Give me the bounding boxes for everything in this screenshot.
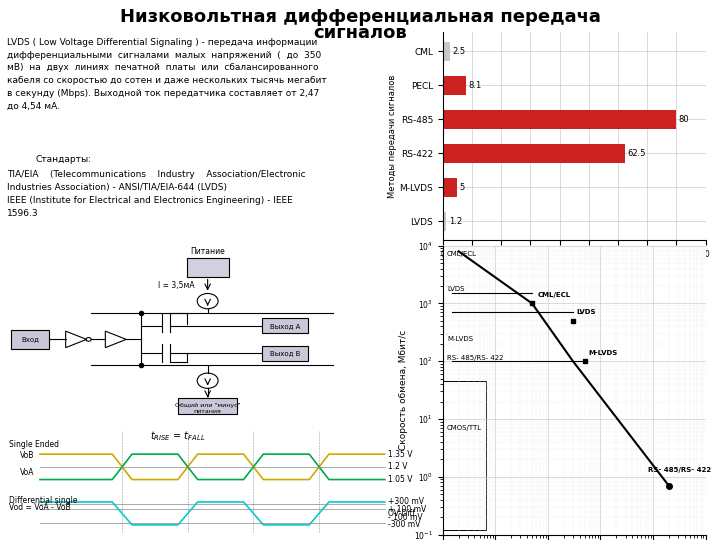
Text: 1.05 V: 1.05 V [388, 475, 413, 484]
Text: RS- 485/RS- 422: RS- 485/RS- 422 [447, 355, 503, 361]
Text: Вход: Вход [21, 336, 39, 342]
Text: Стандарты:: Стандарты: [36, 155, 92, 164]
Bar [443, 42, 450, 60]
Bar [262, 346, 308, 361]
Text: LVDS ( Low Voltage Differential Signaling ) - передача информации
дифференциальн: LVDS ( Low Voltage Differential Signalin… [7, 38, 327, 111]
Text: I = 3,5мА: I = 3,5мА [158, 281, 194, 290]
Bar [443, 76, 467, 94]
Text: TIA/EIA    (Telecommunications    Industry    Association/Electronic
Industries : TIA/EIA (Telecommunications Industry Ass… [7, 170, 306, 218]
Text: VoB: VoB [20, 451, 35, 460]
Bar [179, 397, 237, 414]
Text: Питание: Питание [190, 247, 225, 256]
Text: 1.2: 1.2 [449, 217, 462, 226]
Text: OV Diff.: OV Diff. [388, 509, 417, 518]
Text: 1.35 V: 1.35 V [388, 450, 413, 458]
Text: 2.5: 2.5 [452, 47, 466, 56]
Text: LVDS: LVDS [447, 286, 464, 292]
Bar [443, 178, 457, 197]
Bar [262, 318, 308, 333]
Text: 1.2 V: 1.2 V [388, 462, 408, 471]
Text: M-LVDS: M-LVDS [589, 350, 618, 356]
Y-axis label: Методы передачи сигналов: Методы передачи сигналов [387, 75, 397, 198]
Text: CML/ECL: CML/ECL [447, 251, 477, 257]
Bar [443, 381, 485, 530]
Text: CML/ECL: CML/ECL [538, 292, 571, 298]
Text: 62.5: 62.5 [628, 149, 646, 158]
Text: Single Ended: Single Ended [9, 440, 59, 449]
Bar [186, 258, 228, 276]
Text: VoA: VoA [20, 468, 35, 477]
Text: M-LVDS: M-LVDS [447, 336, 473, 342]
Text: Общий или "минус": Общий или "минус" [175, 403, 240, 408]
Text: - 100 mV: - 100 mV [388, 513, 423, 522]
Bar [443, 110, 676, 129]
Text: +300 mV: +300 mV [388, 497, 424, 507]
Text: 8.1: 8.1 [469, 81, 482, 90]
Text: Vod = VoA - VoB: Vod = VoA - VoB [9, 503, 71, 512]
Y-axis label: Скорость обмена, Мбит/с: Скорость обмена, Мбит/с [400, 330, 408, 450]
Text: Differential single: Differential single [9, 496, 77, 505]
Bar [443, 144, 625, 163]
Text: сигналов: сигналов [313, 24, 407, 42]
Text: 80: 80 [679, 115, 689, 124]
Text: Выход А: Выход А [270, 322, 300, 329]
Text: CMOS/TTL: CMOS/TTL [447, 424, 482, 430]
Text: Низковольтная дифференциальная передача: Низковольтная дифференциальная передача [120, 8, 600, 26]
Text: 5: 5 [460, 183, 465, 192]
Text: $t_{RISE}$ = $t_{FALL}$: $t_{RISE}$ = $t_{FALL}$ [150, 429, 206, 442]
Bar [12, 330, 49, 349]
Text: питания: питания [194, 409, 222, 414]
X-axis label: Потребляемая мощность, мВт: Потребляемая мощность, мВт [508, 265, 641, 274]
Text: + 100 mV: + 100 mV [388, 505, 426, 514]
Text: RS- 485/RS- 422: RS- 485/RS- 422 [648, 467, 711, 473]
Text: Выход В: Выход В [270, 350, 300, 356]
Text: LVDS: LVDS [577, 309, 596, 315]
Bar [443, 212, 446, 231]
Text: -300 mV: -300 mV [388, 521, 420, 529]
